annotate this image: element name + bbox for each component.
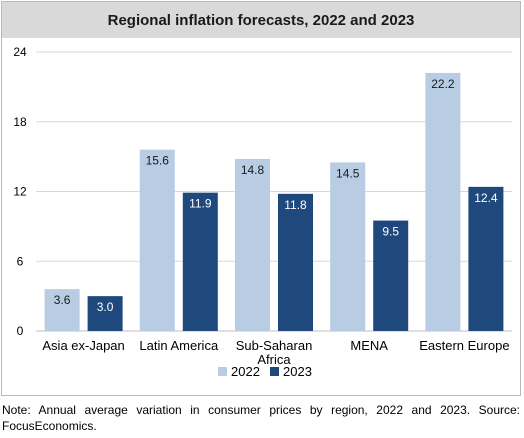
data-label: 11.9	[189, 197, 212, 211]
y-tick-label: 12	[13, 185, 27, 199]
legend-label: 2022	[231, 364, 260, 379]
x-category-label: Eastern Europe	[419, 338, 509, 353]
bars	[44, 72, 504, 332]
y-tick-label: 0	[17, 324, 24, 338]
x-category-label: Latin America	[139, 338, 219, 353]
y-tick-label: 6	[17, 254, 24, 268]
data-label: 22.2	[431, 77, 455, 91]
bar-2023	[468, 186, 504, 331]
legend-swatch	[218, 367, 227, 376]
bar-2022	[330, 162, 366, 331]
x-category-label: Sub-Saharan Africa	[236, 338, 313, 367]
chart-title: Regional inflation forecasts, 2022 and 2…	[107, 11, 415, 29]
data-label: 14.8	[241, 163, 265, 177]
data-label: 15.6	[146, 154, 170, 168]
bar-2022	[44, 289, 80, 331]
bar-2022	[425, 72, 461, 332]
bar-2023	[373, 220, 409, 331]
bar-2023	[87, 296, 123, 331]
legend-label: 2023	[283, 364, 312, 379]
legend: 2022 2023	[218, 364, 312, 379]
x-axis: Asia ex-Japan Latin America Sub-Saharan Afr…	[42, 338, 509, 367]
bar-2023	[182, 192, 218, 331]
y-tick-label: 18	[13, 115, 27, 129]
data-label: 3.0	[97, 300, 114, 314]
chart-title-bar: Regional inflation forecasts, 2022 and 2…	[2, 2, 520, 38]
data-label: 3.6	[54, 293, 71, 307]
bar-2022	[139, 149, 175, 331]
data-labels: 3.6 3.0 15.6 11.9 14.8 11.8 14.5 9.5 22.2 12.4	[54, 77, 498, 314]
y-tick-label: 24	[13, 45, 27, 59]
x-category-label: Asia ex-Japan	[42, 338, 124, 353]
x-category-label: MENA	[350, 338, 388, 353]
data-label: 11.8	[284, 198, 307, 212]
data-label: 9.5	[382, 225, 399, 239]
bar-2023	[278, 193, 313, 331]
chart-note: Note: Annual average variation in consum…	[2, 403, 520, 433]
legend-swatch	[270, 367, 279, 376]
data-label: 14.5	[336, 166, 360, 180]
y-axis: 0 6 12 18 24	[13, 45, 27, 338]
data-label: 12.4	[474, 191, 498, 205]
bar-chart: 0 6 12 18 24 3.6 3.0 15.6 11.9 14.8 11.8 14.5 9.5 22…	[13, 45, 512, 379]
bar-2022	[235, 158, 270, 331]
